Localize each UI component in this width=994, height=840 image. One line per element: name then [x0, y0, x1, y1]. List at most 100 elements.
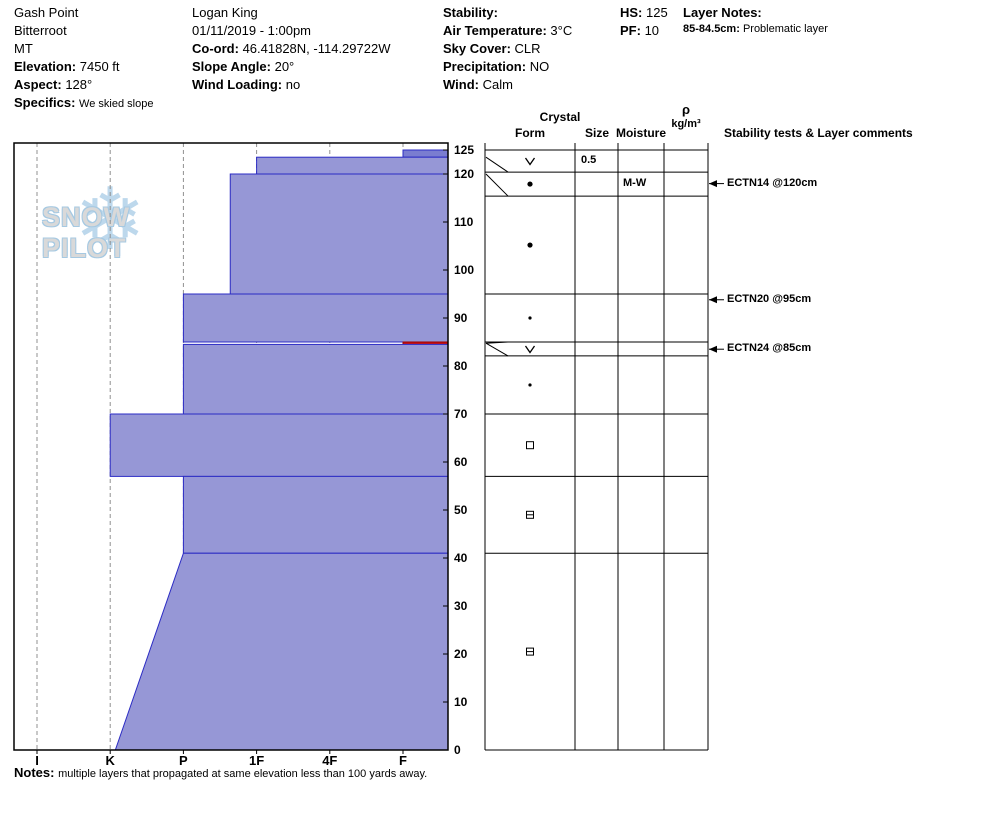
depth-tick-label: 60: [454, 455, 468, 469]
site-name: Gash Point: [14, 5, 79, 20]
test-arrow-head: [709, 345, 717, 353]
observer-name: Logan King: [192, 5, 258, 20]
footer-notes-label: Notes:: [14, 765, 55, 780]
pf-row: PF: 10: [620, 22, 668, 40]
moisture-value: M-W: [623, 177, 647, 190]
precipitation-row: Precipitation: NO: [443, 58, 572, 76]
stability-row: Stability:: [443, 4, 572, 22]
slope-angle-row: Slope Angle: 20°: [192, 58, 390, 76]
layer-bar: [182, 475, 449, 554]
crystal-form-dot-small: [528, 383, 532, 387]
form-column-header: Form: [515, 126, 545, 140]
hardness-tick-label: K: [105, 753, 115, 768]
slope-angle-value: 20°: [274, 59, 295, 74]
sky-cover-value: CLR: [514, 41, 541, 56]
coordinates-row: Co-ord: 46.41828N, -114.29722W: [192, 40, 390, 58]
air-temp-row: Air Temperature: 3°C: [443, 22, 572, 40]
wind-loading-value: no: [285, 77, 301, 92]
layer-bar: [402, 149, 449, 158]
aspect-label: Aspect:: [14, 77, 62, 92]
moisture-column-header: Moisture: [615, 126, 666, 140]
layer-bar: [114, 552, 449, 751]
header-layer-notes-block: Layer Notes: 85-84.5cm: Problematic laye…: [683, 4, 828, 36]
precipitation-label: Precipitation:: [443, 59, 527, 74]
test-arrow-head: [709, 296, 717, 304]
sky-cover-row: Sky Cover: CLR: [443, 40, 572, 58]
layer-note-row: 85-84.5cm: Problematic layer: [683, 22, 828, 36]
crystal-column-header: Crystal: [539, 110, 581, 124]
hardness-tick-label: I: [35, 753, 39, 768]
stability-label: Stability:: [443, 5, 498, 20]
header-location-block: Gash Point Bitterroot MT Elevation: 7450…: [14, 4, 153, 113]
elevation-label: Elevation:: [14, 59, 77, 74]
state: MT: [14, 41, 33, 56]
stability-column-header: Stability tests & Layer comments: [724, 126, 913, 140]
stability-test-label: ECTN24 @85cm: [727, 342, 812, 355]
density-column-header: ρ: [681, 102, 691, 117]
hs-label: HS:: [620, 5, 643, 20]
aspect-value: 128°: [65, 77, 93, 92]
layer-note-depth: 85-84.5cm:: [683, 23, 740, 35]
air-temp-label: Air Temperature:: [443, 23, 547, 38]
depth-tick-label: 40: [454, 551, 468, 565]
depth-tick-label: 90: [454, 311, 468, 325]
thin-layer-pointer: [485, 342, 509, 357]
specifics-value: We skied slope: [79, 98, 154, 110]
depth-tick-label: 20: [454, 647, 468, 661]
depth-tick-label: 110: [454, 215, 474, 229]
crystal-form-dot-small: [528, 316, 532, 320]
layer-bar: [109, 413, 449, 477]
crystal-form-vee: [524, 157, 536, 166]
density-units-label: kg/m³: [671, 118, 701, 130]
layer-bar: [182, 293, 449, 343]
hs-row: HS: 125: [620, 4, 668, 22]
footer-notes-text: multiple layers that propagated at same …: [58, 768, 428, 780]
pf-label: PF:: [620, 23, 641, 38]
header-conditions-block: Stability: Air Temperature: 3°C Sky Cove…: [443, 4, 572, 94]
elevation-value: 7450 ft: [79, 59, 120, 74]
wind-loading-row: Wind Loading: no: [192, 76, 390, 94]
crystal-form-vee: [524, 345, 536, 354]
test-arrow-head: [709, 180, 717, 188]
wind-value: Calm: [482, 77, 513, 92]
specifics-label: Specifics:: [14, 95, 76, 110]
observation-datetime: 01/11/2019 - 1:00pm: [192, 23, 312, 38]
crystal-form-dot: [527, 242, 533, 248]
crystal-form-square: [526, 441, 534, 450]
wind-label: Wind:: [443, 77, 479, 92]
depth-tick-label: 70: [454, 407, 468, 421]
hardness-tick-label: 1F: [249, 753, 265, 768]
chart-frame: [13, 142, 449, 751]
coordinates-value: 46.41828N, -114.29722W: [242, 41, 391, 56]
stability-test-label: ECTN20 @95cm: [727, 292, 812, 305]
specifics-row: Specifics: We skied slope: [14, 94, 153, 113]
elevation-row: Elevation: 7450 ft: [14, 58, 153, 76]
hardness-tick-label: P: [179, 753, 188, 768]
aspect-row: Aspect: 128°: [14, 76, 153, 94]
depth-tick-label: 50: [454, 503, 468, 517]
layer-bar: [182, 343, 449, 415]
precipitation-value: NO: [529, 59, 550, 74]
thin-layer-pointer: [485, 156, 509, 173]
depth-tick-label: 120: [454, 167, 475, 181]
grain-size-value: 0.5: [581, 154, 597, 167]
sky-cover-label: Sky Cover:: [443, 41, 511, 56]
wind-loading-label: Wind Loading:: [192, 77, 283, 92]
hs-value: 125: [646, 5, 668, 20]
size-column-header: Size: [584, 126, 609, 140]
hardness-tick-label: F: [399, 753, 407, 768]
depth-tick-label: 100: [454, 263, 475, 277]
layer-notes-title: Layer Notes:: [683, 5, 762, 20]
depth-tick-label: 80: [454, 359, 468, 373]
depth-tick-label: 10: [454, 695, 468, 709]
depth-tick-label: 125: [454, 143, 475, 157]
stability-test-label: ECTN14 @120cm: [727, 176, 818, 189]
slope-angle-label: Slope Angle:: [192, 59, 271, 74]
air-temp-value: 3°C: [550, 23, 573, 38]
mountain-range: Bitterroot: [14, 23, 67, 38]
depth-tick-label: 0: [454, 743, 461, 757]
layer-bar: [256, 156, 449, 175]
header-totals-block: HS: 125 PF: 10: [620, 4, 668, 40]
